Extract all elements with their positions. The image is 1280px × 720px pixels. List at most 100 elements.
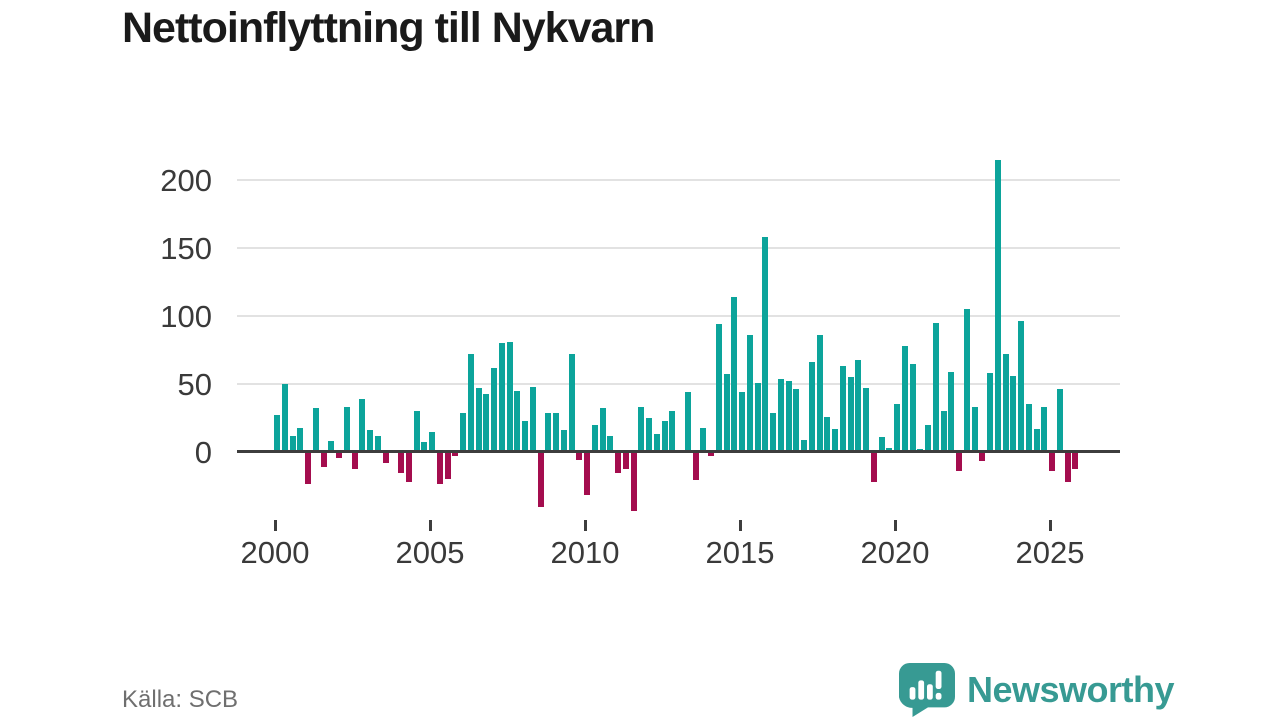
y-axis-label-200: 200 — [160, 162, 212, 198]
bar-2023-q4 — [1010, 375, 1017, 452]
bar-2025-q4 — [1072, 453, 1079, 470]
bar-2018-q4 — [855, 359, 862, 452]
zero-axis-line — [237, 450, 1120, 453]
bar-2003-q2 — [374, 435, 381, 452]
bar-2018-q1 — [832, 428, 838, 452]
bar-2019-q1 — [863, 388, 869, 452]
bar-2024-q1 — [1018, 321, 1024, 452]
bar-2003-q3 — [382, 453, 389, 463]
bar-2008-q4 — [545, 412, 552, 452]
bar-2022-q1 — [956, 453, 962, 471]
bar-2000-q2 — [281, 384, 288, 452]
newsworthy-wordmark: Newsworthy — [967, 669, 1175, 710]
bar-2002-q1 — [336, 453, 342, 459]
bar-2019-q2 — [870, 453, 877, 482]
bar-2016-q4 — [793, 389, 800, 452]
bar-2015-q4 — [762, 237, 769, 452]
bar-2017-q3 — [816, 335, 823, 452]
bar-2020-q1 — [894, 404, 900, 452]
bar-2007-q1 — [491, 367, 497, 452]
bar-2003-q1 — [367, 430, 373, 452]
gridline-100 — [237, 315, 1120, 317]
y-axis-label-150: 150 — [160, 230, 212, 266]
bar-2011-q4 — [638, 407, 645, 452]
x-axis-label-2025: 2025 — [1015, 535, 1085, 570]
y-axis-label-0: 0 — [194, 434, 212, 470]
bar-2016-q2 — [777, 378, 784, 452]
bar-2013-q2 — [684, 392, 691, 452]
bar-2010-q3 — [599, 408, 606, 452]
bar-2001-q2 — [312, 408, 319, 452]
bar-2004-q4 — [421, 442, 428, 452]
bar-2025-q1 — [1049, 453, 1055, 471]
bar-2004-q1 — [398, 453, 404, 474]
bar-2006-q3 — [475, 388, 482, 452]
bar-2022-q3 — [971, 407, 978, 452]
bar-2018-q2 — [839, 366, 846, 452]
bar-2017-q2 — [808, 362, 815, 452]
bar-2010-q1 — [584, 453, 590, 496]
bar-2014-q1 — [708, 453, 714, 456]
bar-2016-q3 — [785, 381, 792, 452]
x-axis-label-2010: 2010 — [550, 535, 620, 570]
bar-2009-q4 — [576, 453, 583, 460]
bar-2012-q4 — [669, 411, 676, 452]
y-axis-label-100: 100 — [160, 298, 212, 334]
bar-2004-q2 — [405, 453, 412, 482]
bar-2000-q4 — [297, 427, 304, 452]
bar-2010-q2 — [591, 424, 598, 452]
bar-2004-q3 — [413, 411, 420, 452]
bar-2002-q2 — [343, 407, 350, 452]
bar-2002-q4 — [359, 398, 366, 452]
bar-2008-q1 — [522, 420, 528, 452]
bar-2025-q2 — [1056, 389, 1063, 452]
bar-2009-q3 — [568, 354, 575, 452]
bar-2020-q3 — [909, 363, 916, 452]
gridline-200 — [237, 179, 1120, 181]
bar-2006-q4 — [483, 393, 490, 452]
bar-2017-q1 — [801, 439, 807, 452]
bar-2013-q3 — [692, 453, 699, 481]
bar-2012-q2 — [653, 434, 660, 452]
bar-2000-q1 — [274, 415, 280, 452]
bar-2020-q2 — [901, 345, 908, 452]
bar-2008-q3 — [537, 453, 544, 508]
bar-2024-q3 — [1033, 428, 1040, 452]
bar-2005-q2 — [436, 453, 443, 485]
bar-2012-q1 — [646, 418, 652, 452]
bar-2021-q2 — [932, 322, 939, 452]
x-tick-2010 — [583, 520, 587, 531]
bar-2016-q1 — [770, 412, 776, 452]
x-axis-label-2000: 2000 — [240, 535, 310, 570]
bar-2023-q1 — [987, 373, 993, 452]
bar-2013-q4 — [700, 427, 707, 452]
bar-2005-q4 — [452, 453, 459, 456]
bar-2023-q3 — [1002, 354, 1009, 452]
x-tick-2015 — [738, 520, 742, 531]
gridline-50 — [237, 383, 1120, 385]
bar-2009-q2 — [560, 430, 567, 452]
bar-2014-q4 — [731, 296, 738, 452]
bar-2001-q4 — [328, 441, 335, 452]
bar-2015-q1 — [739, 392, 745, 452]
bar-2009-q1 — [553, 412, 559, 452]
bar-2001-q3 — [320, 453, 327, 467]
newsworthy-logo: Newsworthy — [898, 662, 1175, 718]
bar-2005-q3 — [444, 453, 451, 479]
bar-2024-q4 — [1041, 407, 1048, 452]
bar-2025-q3 — [1064, 453, 1071, 482]
bar-2010-q4 — [607, 435, 614, 452]
bar-2006-q2 — [467, 354, 474, 452]
bar-2015-q2 — [746, 335, 753, 452]
x-axis-label-2005: 2005 — [395, 535, 465, 570]
bar-2007-q2 — [498, 343, 505, 452]
x-axis-label-2020: 2020 — [860, 535, 930, 570]
bar-2012-q3 — [661, 420, 668, 452]
y-axis-label-50: 50 — [177, 366, 212, 402]
source-caption: Källa: SCB — [122, 686, 239, 713]
bar-2011-q2 — [622, 453, 629, 470]
x-tick-2020 — [893, 520, 897, 531]
bar-2014-q2 — [715, 324, 722, 452]
gridline-150 — [237, 247, 1120, 249]
